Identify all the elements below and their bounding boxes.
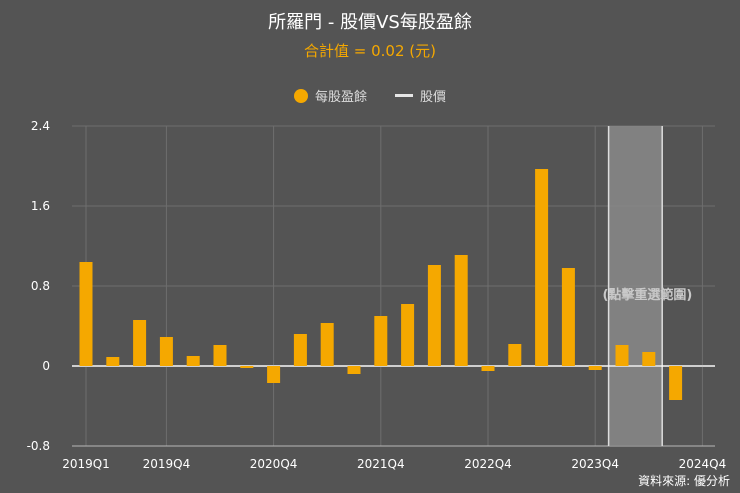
data-source: 資料來源: 優分析 <box>638 474 730 488</box>
eps-legend-dot-icon <box>293 88 308 103</box>
eps-bar[interactable] <box>320 323 334 366</box>
eps-bar[interactable] <box>293 334 307 366</box>
eps-bar[interactable] <box>615 345 629 366</box>
y-tick-label: 0.8 <box>31 279 50 293</box>
x-tick-label: 2019Q1 <box>62 457 110 471</box>
x-tick-label: 2022Q4 <box>464 457 512 471</box>
eps-bar[interactable] <box>508 344 522 366</box>
eps-bar[interactable] <box>133 320 147 366</box>
x-tick-label: 2024Q4 <box>679 457 727 471</box>
eps-bar[interactable] <box>159 337 173 366</box>
reset-zoom-button[interactable]: (點擊重選範圍) <box>602 287 692 303</box>
eps-bar[interactable] <box>588 366 602 370</box>
legend-item-eps[interactable]: 每股盈餘 <box>293 86 367 105</box>
x-tick-label: 2023Q4 <box>571 457 619 471</box>
price-legend-line-icon <box>395 94 413 97</box>
legend-price-label: 股價 <box>420 90 447 105</box>
legend: 每股盈餘 股價 <box>0 86 740 105</box>
x-tick-label: 2020Q4 <box>250 457 298 471</box>
eps-bar[interactable] <box>561 268 575 366</box>
eps-bar[interactable] <box>374 316 388 366</box>
y-tick-label: -0.8 <box>27 439 50 453</box>
x-tick-label: 2019Q4 <box>143 457 191 471</box>
eps-bar[interactable] <box>267 366 281 383</box>
eps-bar[interactable] <box>347 366 361 374</box>
eps-bar[interactable] <box>642 352 656 366</box>
eps-bar[interactable] <box>106 357 120 366</box>
y-tick-label: 0 <box>42 359 50 373</box>
eps-bar[interactable] <box>454 255 468 366</box>
eps-bar[interactable] <box>427 265 441 366</box>
legend-eps-label: 每股盈餘 <box>314 90 367 105</box>
chart-subtitle: 合計值 = 0.02 (元) <box>304 42 436 60</box>
eps-bar[interactable] <box>186 356 200 366</box>
eps-bar[interactable] <box>669 366 683 400</box>
eps-bar[interactable] <box>535 169 549 366</box>
legend-item-price[interactable]: 股價 <box>395 86 446 105</box>
x-tick-label: 2021Q4 <box>357 457 405 471</box>
eps-bar[interactable] <box>240 366 254 368</box>
eps-bar[interactable] <box>401 304 415 366</box>
eps-bar[interactable] <box>79 262 93 366</box>
chart-title: 所羅門 - 股價VS每股盈餘 <box>268 12 472 33</box>
eps-bar[interactable] <box>213 345 227 366</box>
y-tick-label: 2.4 <box>31 119 50 133</box>
selection-band <box>608 126 663 446</box>
y-tick-label: 1.6 <box>31 199 50 213</box>
eps-bar[interactable] <box>481 366 495 371</box>
